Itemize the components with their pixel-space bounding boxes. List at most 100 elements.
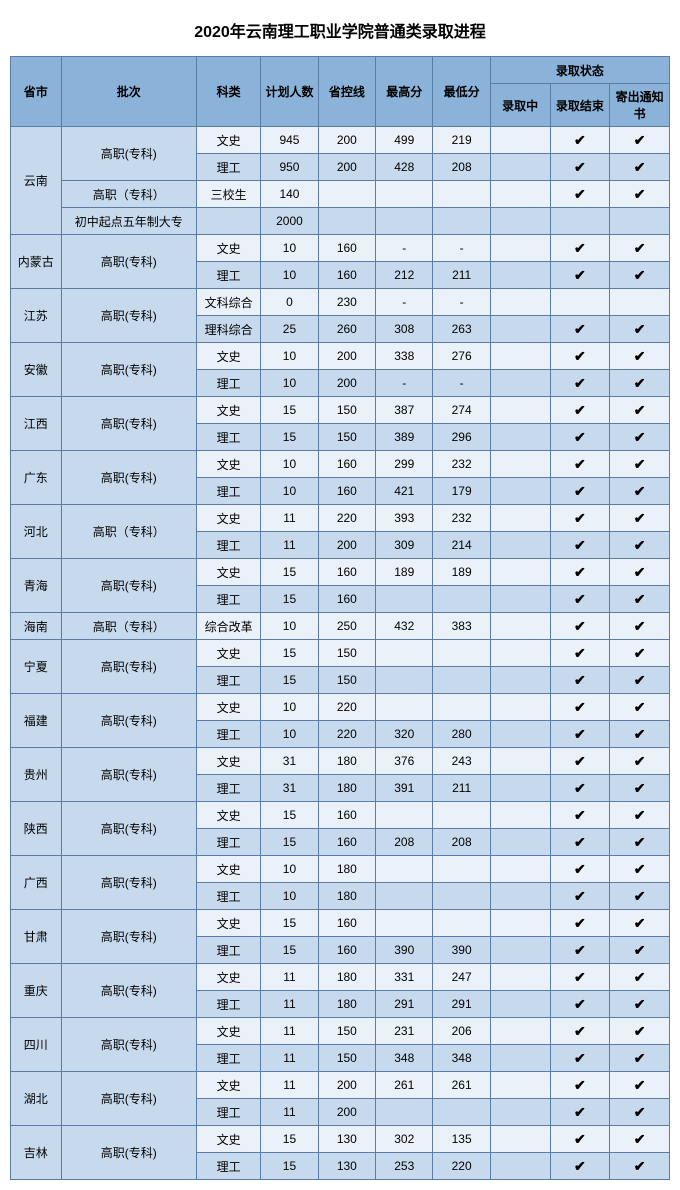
cell-status-in-progress [490, 505, 550, 532]
cell-max: 320 [376, 721, 433, 748]
cell-status-sent: ✔ [610, 397, 670, 424]
th-batch: 批次 [61, 57, 196, 127]
cell-plan: 15 [261, 829, 318, 856]
cell-status-sent: ✔ [610, 370, 670, 397]
cell-max: 253 [376, 1153, 433, 1180]
cell-plan: 11 [261, 964, 318, 991]
cell-batch: 高职(专科) [61, 1072, 196, 1126]
cell-min [433, 910, 490, 937]
cell-max [376, 640, 433, 667]
cell-max: 391 [376, 775, 433, 802]
cell-plan: 15 [261, 586, 318, 613]
table-row: 安徽高职(专科)文史10200338276✔✔ [11, 343, 670, 370]
cell-category: 理工 [196, 424, 260, 451]
table-row: 青海高职(专科)文史15160189189✔✔ [11, 559, 670, 586]
cell-status-in-progress [490, 532, 550, 559]
cell-batch: 高职(专科) [61, 748, 196, 802]
th-s3: 寄出通知书 [610, 84, 670, 127]
cell-status-in-progress [490, 964, 550, 991]
cell-status-done: ✔ [550, 181, 610, 208]
cell-status-in-progress [490, 235, 550, 262]
cell-province: 四川 [11, 1018, 62, 1072]
cell-status-sent: ✔ [610, 1072, 670, 1099]
table-row: 云南高职(专科)文史945200499219✔✔ [11, 127, 670, 154]
cell-status-done: ✔ [550, 910, 610, 937]
cell-min [433, 883, 490, 910]
cell-category: 文史 [196, 856, 260, 883]
cell-plan: 10 [261, 235, 318, 262]
cell-min: 280 [433, 721, 490, 748]
cell-province: 广东 [11, 451, 62, 505]
cell-line: 220 [318, 505, 375, 532]
cell-category: 文史 [196, 694, 260, 721]
cell-max: 421 [376, 478, 433, 505]
cell-line: 250 [318, 613, 375, 640]
cell-status-done: ✔ [550, 640, 610, 667]
cell-plan: 2000 [261, 208, 318, 235]
cell-status-done: ✔ [550, 1045, 610, 1072]
cell-batch: 高职(专科) [61, 127, 196, 181]
cell-line: 160 [318, 262, 375, 289]
cell-min: 206 [433, 1018, 490, 1045]
cell-status-done: ✔ [550, 559, 610, 586]
cell-batch: 高职(专科) [61, 856, 196, 910]
cell-plan: 15 [261, 910, 318, 937]
cell-status-done: ✔ [550, 1153, 610, 1180]
cell-status-in-progress [490, 478, 550, 505]
cell-category: 理工 [196, 586, 260, 613]
cell-line: 180 [318, 883, 375, 910]
cell-min: 296 [433, 424, 490, 451]
cell-status-in-progress [490, 721, 550, 748]
cell-category: 文史 [196, 964, 260, 991]
cell-status-in-progress [490, 1126, 550, 1153]
cell-category: 理科综合 [196, 316, 260, 343]
cell-plan: 11 [261, 1045, 318, 1072]
cell-status-sent [610, 208, 670, 235]
cell-max: 348 [376, 1045, 433, 1072]
cell-status-done: ✔ [550, 1099, 610, 1126]
table-row: 广西高职(专科)文史10180✔✔ [11, 856, 670, 883]
cell-line: 260 [318, 316, 375, 343]
table-row: 重庆高职(专科)文史11180331247✔✔ [11, 964, 670, 991]
cell-plan: 15 [261, 802, 318, 829]
cell-status-done: ✔ [550, 964, 610, 991]
th-plan: 计划人数 [261, 57, 318, 127]
cell-province: 重庆 [11, 964, 62, 1018]
cell-line: 180 [318, 748, 375, 775]
cell-status-sent: ✔ [610, 694, 670, 721]
cell-category: 文史 [196, 451, 260, 478]
cell-batch: 高职(专科) [61, 910, 196, 964]
cell-category: 理工 [196, 991, 260, 1018]
cell-min: 232 [433, 451, 490, 478]
cell-status-done: ✔ [550, 154, 610, 181]
cell-status-done: ✔ [550, 667, 610, 694]
cell-line: 160 [318, 829, 375, 856]
cell-min: 274 [433, 397, 490, 424]
cell-status-sent: ✔ [610, 964, 670, 991]
cell-max: 432 [376, 613, 433, 640]
cell-min: 179 [433, 478, 490, 505]
cell-batch: 高职(专科) [61, 694, 196, 748]
cell-plan: 10 [261, 343, 318, 370]
table-row: 江苏高职(专科)文科综合0230-- [11, 289, 670, 316]
cell-status-done: ✔ [550, 397, 610, 424]
cell-status-sent: ✔ [610, 802, 670, 829]
cell-status-done: ✔ [550, 1126, 610, 1153]
th-category: 科类 [196, 57, 260, 127]
cell-status-sent: ✔ [610, 748, 670, 775]
cell-max: 390 [376, 937, 433, 964]
cell-line: 200 [318, 532, 375, 559]
cell-plan: 950 [261, 154, 318, 181]
cell-status-in-progress [490, 127, 550, 154]
cell-line: 200 [318, 1072, 375, 1099]
cell-status-sent: ✔ [610, 478, 670, 505]
cell-status-done: ✔ [550, 694, 610, 721]
cell-status-done: ✔ [550, 478, 610, 505]
cell-min: 348 [433, 1045, 490, 1072]
cell-province: 江苏 [11, 289, 62, 343]
cell-batch: 高职(专科) [61, 343, 196, 397]
cell-min: 220 [433, 1153, 490, 1180]
th-line: 省控线 [318, 57, 375, 127]
cell-min: 189 [433, 559, 490, 586]
table-body: 云南高职(专科)文史945200499219✔✔理工950200428208✔✔… [11, 127, 670, 1180]
